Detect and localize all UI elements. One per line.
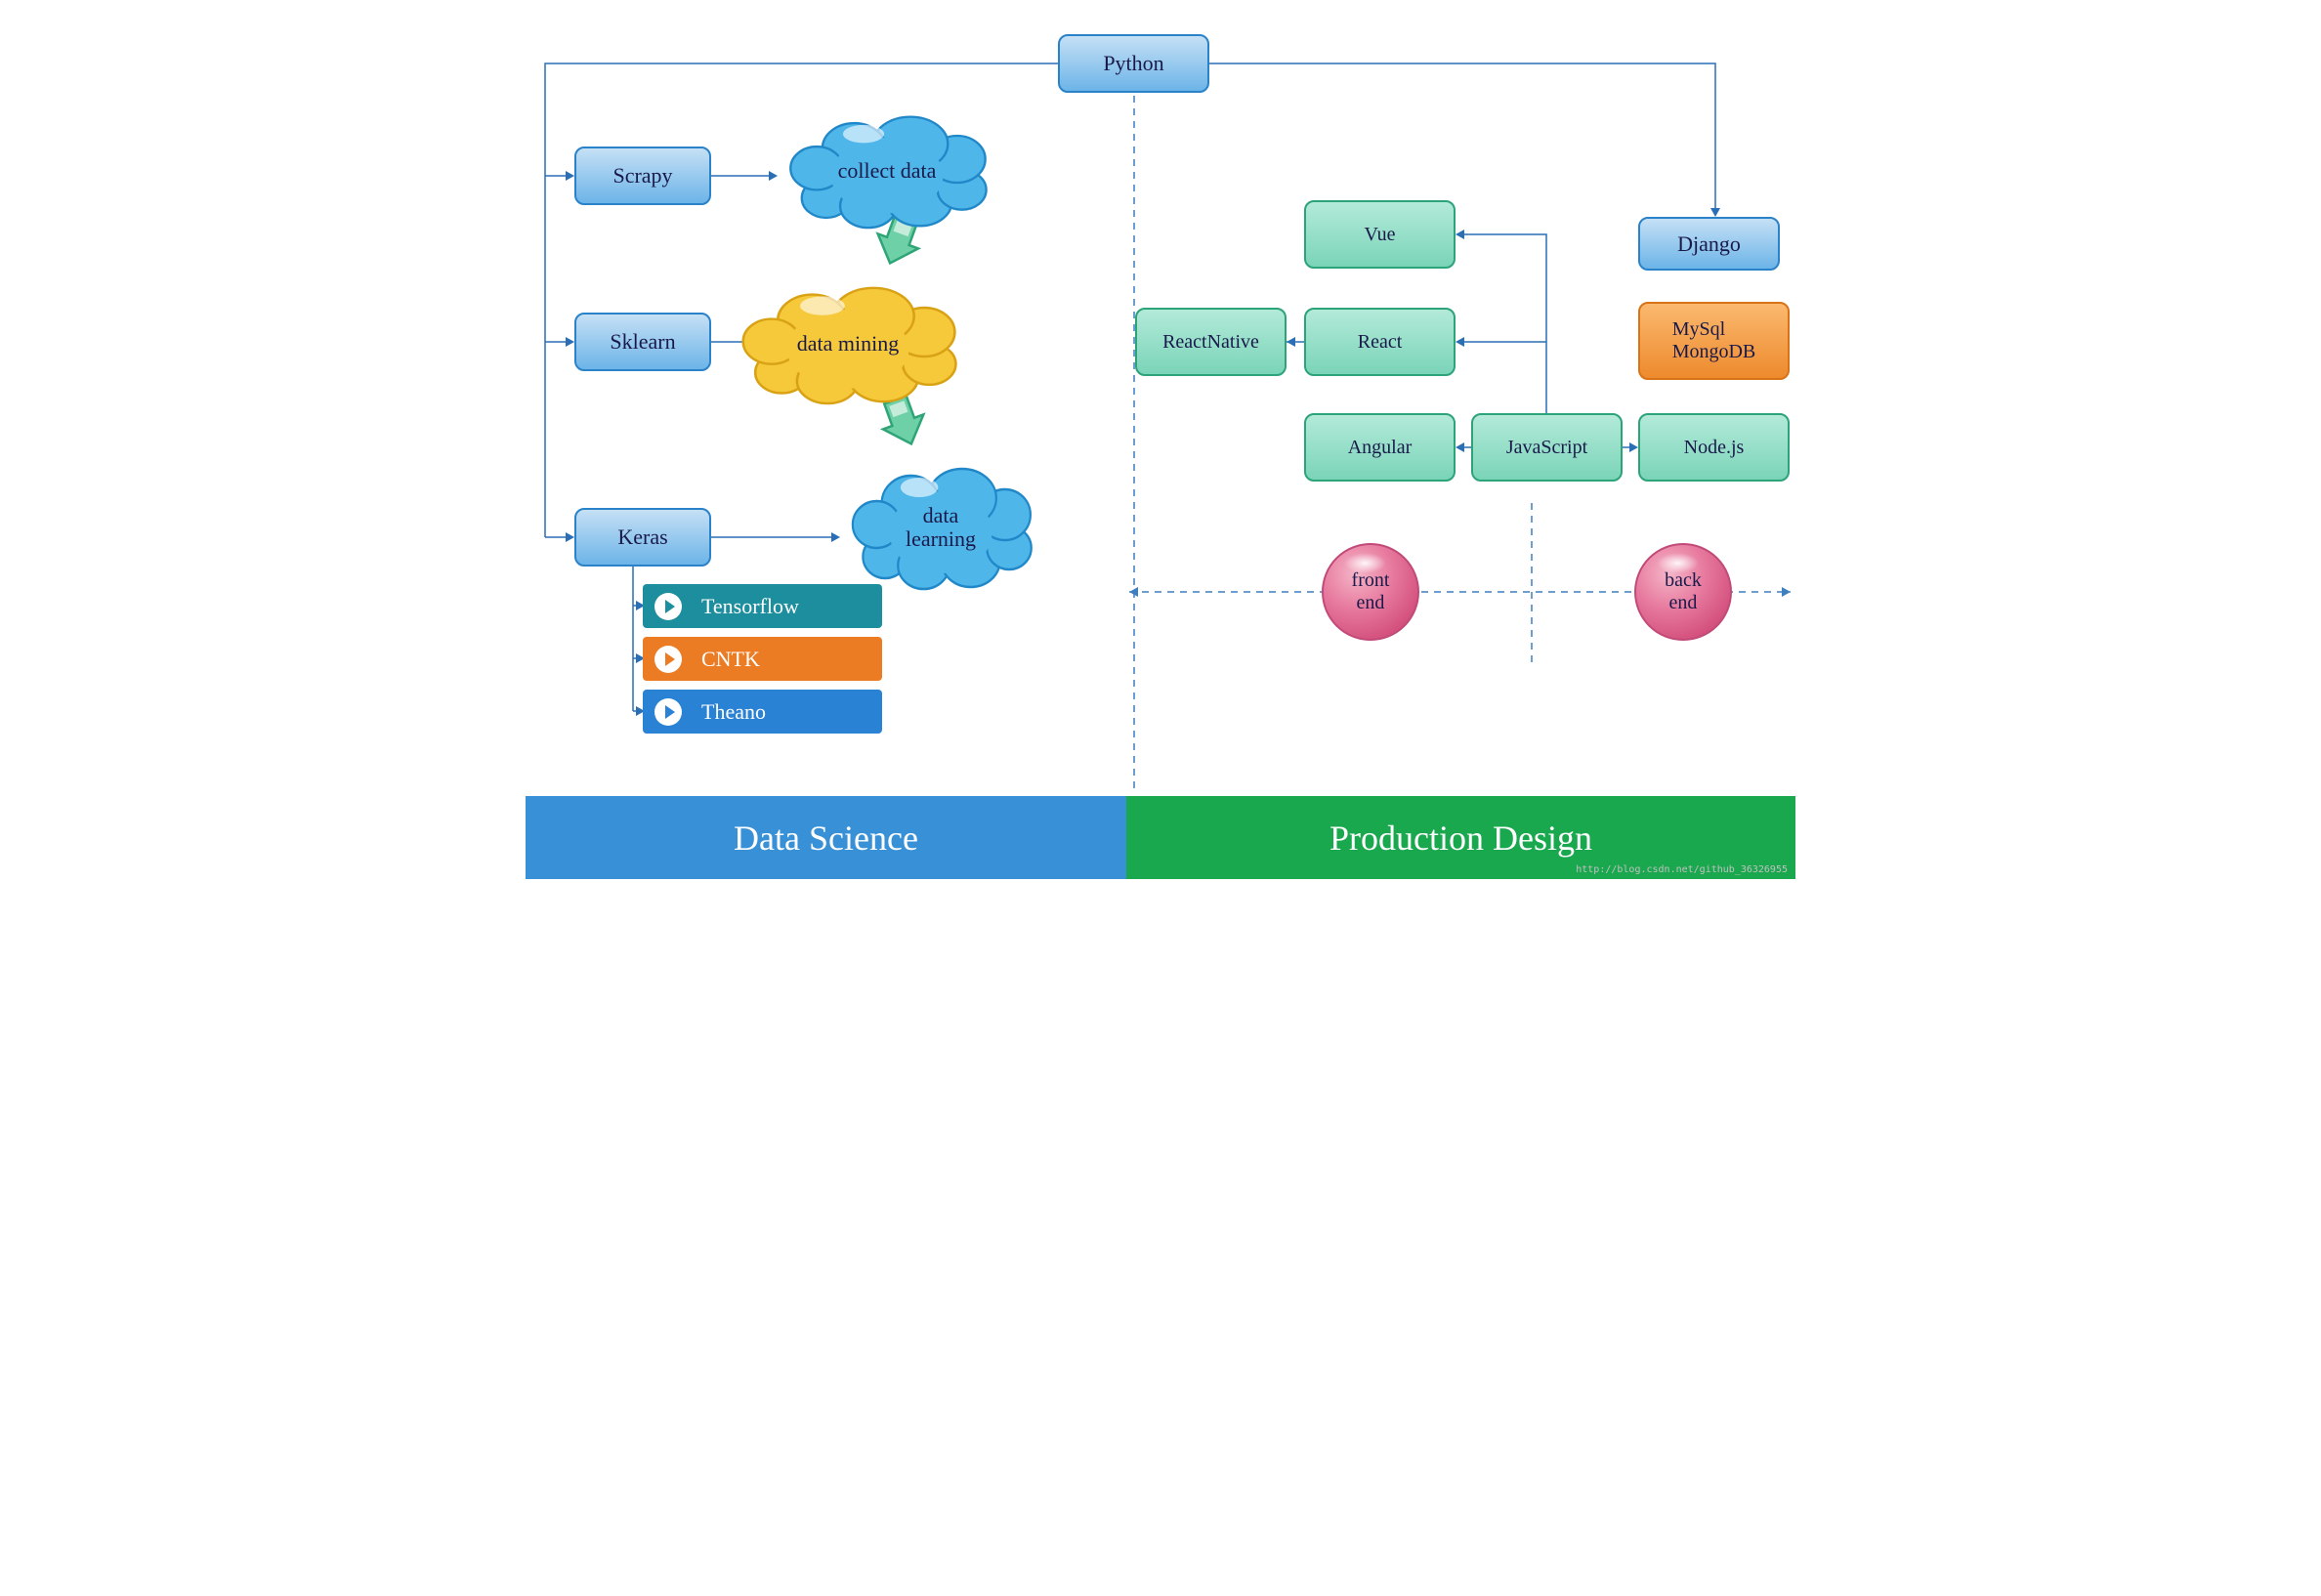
- django-label: Django: [1677, 231, 1741, 257]
- reactnative-node: ReactNative: [1135, 308, 1287, 376]
- sklearn-label: Sklearn: [610, 329, 675, 355]
- python-node: Python: [1058, 34, 1209, 93]
- keras-label: Keras: [617, 525, 667, 550]
- cntk-banner: CNTK: [643, 637, 882, 681]
- collect-label: collect data: [838, 159, 937, 183]
- python-label: Python: [1103, 51, 1163, 76]
- scrapy-label: Scrapy: [612, 163, 672, 189]
- frontend-label: front end: [1352, 569, 1390, 614]
- theano-banner: Theano: [643, 690, 882, 734]
- cntk-label: CNTK: [701, 647, 760, 672]
- mining-cloud: data mining: [726, 283, 970, 405]
- keras-node: Keras: [574, 508, 711, 567]
- nodejs-node: Node.js: [1638, 413, 1790, 482]
- angular-node: Angular: [1304, 413, 1456, 482]
- javascript-node: JavaScript: [1471, 413, 1623, 482]
- tensorflow-label: Tensorflow: [701, 594, 799, 619]
- diagram-canvas: Python Scrapy Sklearn Keras Django collect d…: [526, 0, 1795, 879]
- javascript-label: JavaScript: [1506, 437, 1587, 459]
- learning-cloud: data learning: [838, 464, 1043, 591]
- tensorflow-banner: Tensorflow: [643, 584, 882, 628]
- theano-label: Theano: [701, 699, 766, 725]
- scrapy-node: Scrapy: [574, 147, 711, 205]
- frontend-sphere: front end: [1322, 543, 1419, 641]
- react-node: React: [1304, 308, 1456, 376]
- bullet-icon: [654, 593, 682, 620]
- react-label: React: [1358, 331, 1403, 354]
- watermark: http://blog.csdn.net/github_36326955: [1576, 864, 1788, 875]
- backend-label: back end: [1665, 569, 1702, 614]
- sklearn-node: Sklearn: [574, 313, 711, 371]
- section-0: Data Science: [526, 796, 1126, 879]
- vue-node: Vue: [1304, 200, 1456, 269]
- bullet-icon: [654, 698, 682, 726]
- learning-label: data learning: [906, 504, 976, 551]
- angular-label: Angular: [1348, 437, 1413, 459]
- mining-label: data mining: [797, 332, 899, 356]
- bullet-icon: [654, 646, 682, 673]
- mysql-node: MySql MongoDB: [1638, 302, 1790, 380]
- backend-sphere: back end: [1634, 543, 1732, 641]
- django-node: Django: [1638, 217, 1780, 271]
- vue-label: Vue: [1364, 224, 1395, 246]
- nodejs-label: Node.js: [1684, 437, 1745, 459]
- reactnative-label: ReactNative: [1162, 331, 1259, 354]
- collect-cloud: collect data: [775, 112, 999, 230]
- mysql-label: MySql MongoDB: [1672, 318, 1756, 363]
